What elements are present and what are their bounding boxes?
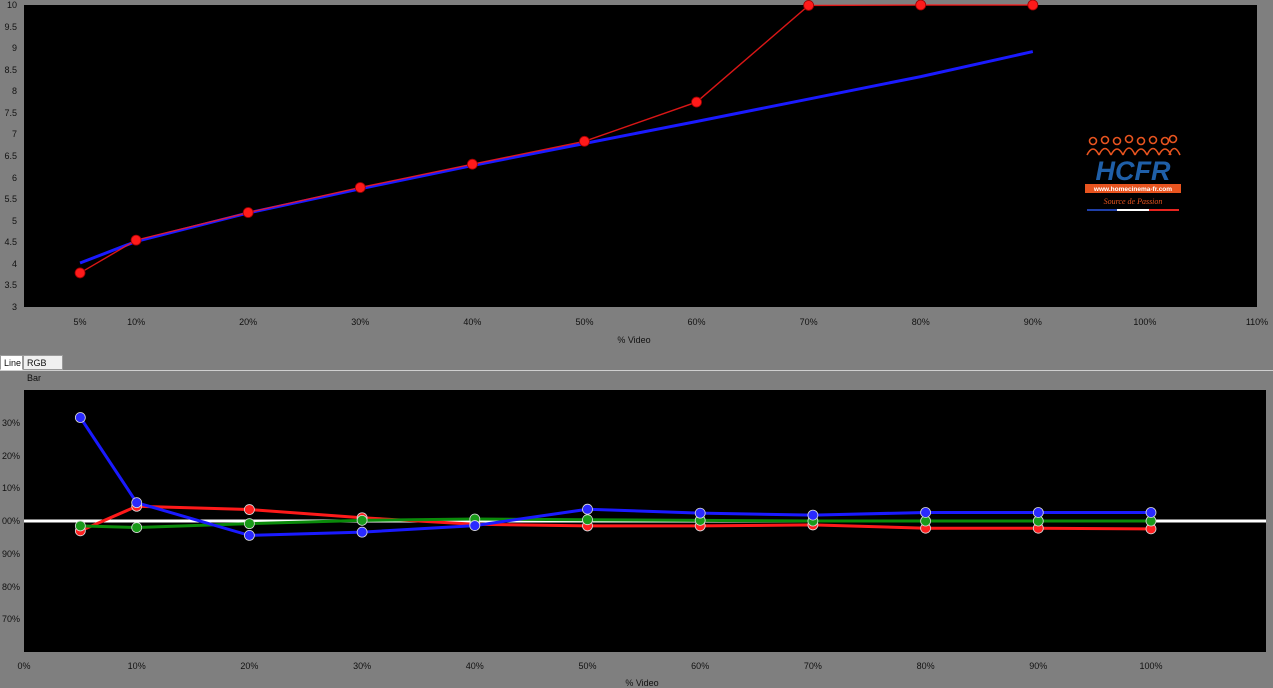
top-chart-x-axis-title: % Video (617, 335, 651, 345)
top-y-tick-label: 9.5 (4, 21, 17, 32)
top-series-1-point (74, 267, 86, 279)
bottom-y-tick-label: 20% (1, 450, 20, 461)
top-x-tick-label: 80% (911, 317, 930, 327)
top-series-1-point (579, 135, 590, 147)
bottom-x-tick-label: 30% (353, 661, 372, 671)
bottom-series-2-point (243, 530, 255, 541)
top-series-1-point (130, 234, 142, 246)
top-y-tick-label: 6.5 (4, 151, 17, 161)
bottom-series-1-point (74, 520, 86, 532)
bottom-x-tick-label: 0% (17, 661, 31, 671)
top-series-1-point (691, 96, 702, 108)
top-x-tick-label: 110% (1245, 317, 1269, 327)
bottom-series-2-line (79, 416, 1151, 537)
top-y-tick-label: 7.5 (4, 107, 17, 118)
bottom-series-1-point (131, 522, 143, 533)
bottom-x-tick-label: 20% (240, 661, 259, 671)
bottom-series-2-point (694, 507, 706, 519)
top-series-1-line (79, 4, 1033, 274)
top-y-tick-label: 9 (11, 43, 17, 54)
top-y-tick-label: 4.5 (4, 237, 17, 248)
tab-line[interactable]: Line (0, 355, 23, 370)
top-series-1-point (354, 182, 366, 193)
top-y-tick-label: 6 (11, 172, 17, 183)
bottom-series-2-point (1032, 507, 1044, 518)
top-series-0-line (79, 50, 1034, 265)
top-x-tick-label: 70% (799, 317, 818, 327)
bottom-series-0-point (243, 504, 255, 515)
bottom-y-tick-label: 00% (1, 516, 20, 526)
bottom-x-tick-label: 90% (1029, 661, 1048, 671)
bottom-series-2-point (1145, 507, 1157, 518)
bottom-series-2-point (920, 507, 931, 518)
tab-divider (0, 370, 1273, 371)
top-y-tick-label: 8.5 (4, 64, 17, 75)
bottom-y-tick-label: 30% (1, 417, 20, 428)
top-y-tick-label: 8 (11, 86, 17, 97)
hcfr-logo-graphic: HCFR www.homecinema-fr.com Source de Pas… (1085, 134, 1181, 211)
top-y-tick-label: 7 (11, 129, 17, 140)
top-x-tick-label: 5% (73, 317, 87, 327)
top-x-tick-label: 90% (1023, 317, 1042, 327)
top-series-1-point (1027, 0, 1039, 11)
bottom-chart-x-axis-title: % Video (625, 678, 659, 688)
bottom-series-2-point (469, 520, 481, 531)
bottom-series-1-point (356, 514, 368, 526)
bottom-y-tick-label: 80% (1, 581, 20, 592)
bottom-series-2-point (131, 497, 143, 509)
top-y-tick-label: 4 (11, 258, 17, 269)
bottom-x-tick-label: 50% (578, 661, 597, 671)
bottom-y-tick-label: 70% (1, 614, 20, 625)
bottom-x-tick-label: 80% (916, 661, 935, 671)
hcfr-logo: HCFR www.homecinema-fr.com Source de Pas… (1083, 133, 1183, 215)
top-x-tick-label: 30% (351, 317, 370, 327)
logo-tagline: Source de Passion (1104, 197, 1163, 206)
top-y-tick-label: 10 (6, 0, 17, 10)
logo-url: www.homecinema-fr.com (1093, 186, 1172, 193)
top-x-tick-label: 20% (239, 317, 258, 327)
top-x-tick-label: 60% (687, 317, 706, 327)
top-x-tick-label: 50% (575, 317, 594, 327)
bottom-series-2-point (582, 503, 593, 515)
bottom-series-1-point (243, 518, 255, 530)
top-y-tick-label: 3 (11, 302, 17, 312)
top-series-1-point (803, 0, 815, 11)
top-y-tick-label: 5 (11, 215, 17, 226)
top-y-tick-label: 3.5 (4, 280, 17, 291)
bottom-x-tick-label: 100% (1139, 661, 1163, 671)
bottom-series-1-point (582, 514, 593, 526)
bottom-y-tick-label: 90% (1, 548, 20, 559)
logo-wordmark: HCFR (1096, 156, 1171, 186)
bottom-x-tick-label: 10% (127, 661, 146, 671)
bottom-series-2-point (807, 509, 819, 521)
top-series-1-point (466, 158, 478, 170)
top-chart-plot-area (24, 5, 1257, 307)
tab-rgb-bar[interactable]: RGB Bar (23, 355, 63, 383)
top-series-1-point (915, 0, 927, 11)
bottom-series-2-point (356, 526, 368, 538)
bottom-series-2-point (74, 412, 86, 423)
bottom-y-tick-label: 10% (1, 483, 20, 494)
top-y-tick-label: 5.5 (4, 194, 17, 205)
bottom-x-tick-label: 40% (465, 661, 484, 671)
top-x-tick-label: 100% (1133, 317, 1157, 327)
bottom-x-tick-label: 60% (691, 661, 710, 671)
top-x-tick-label: 40% (463, 317, 482, 327)
top-x-tick-label: 10% (127, 317, 146, 327)
bottom-x-tick-label: 70% (803, 661, 822, 671)
top-series-1-point (242, 207, 254, 218)
